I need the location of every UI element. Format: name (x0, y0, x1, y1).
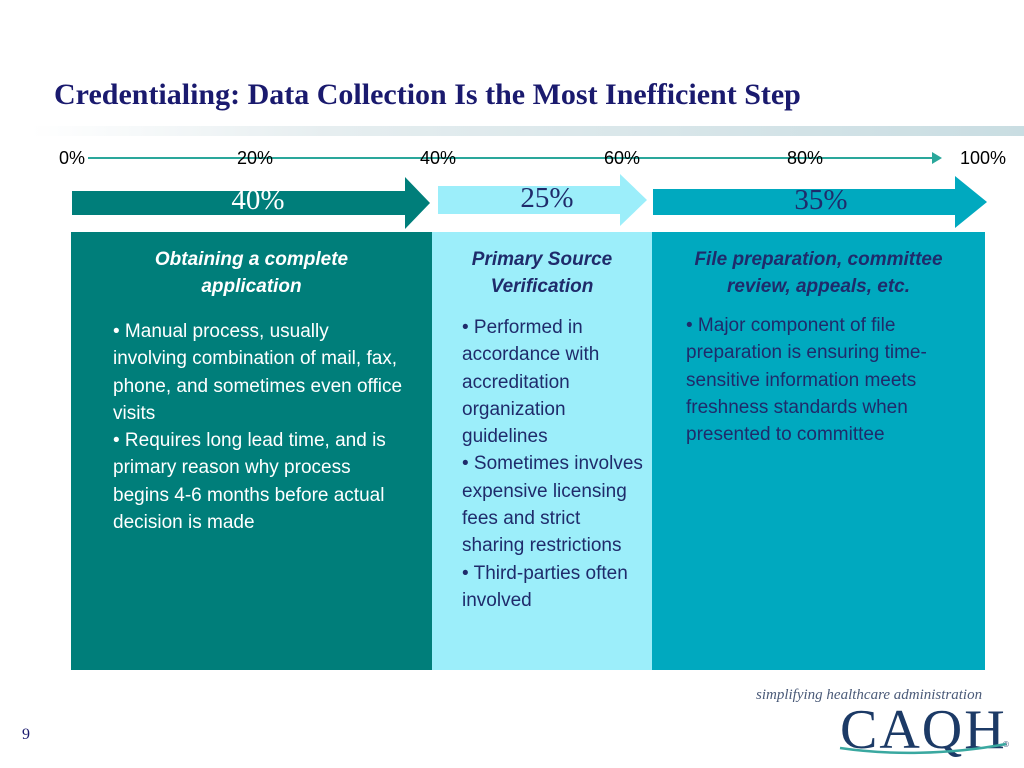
bullet-item: • Sometimes involves expensive licensing… (462, 453, 643, 557)
scale-tick-20: 20% (236, 148, 274, 168)
panel-body: • Manual process, usually involving comb… (113, 318, 403, 536)
panel-heading-line: review, appeals, etc. (726, 276, 911, 297)
page-number: 9 (22, 726, 30, 743)
band-arrow-3 (653, 176, 987, 228)
panel-body: • Performed in accordance with accredita… (462, 314, 647, 614)
logo-swoosh-icon (839, 742, 1007, 755)
scale-arrow-icon (932, 152, 942, 164)
band-label-2: 25% (520, 182, 574, 214)
bullet-item: • Major component of file preparation is… (686, 315, 927, 446)
panel-heading: Obtaining a complete application (71, 246, 432, 300)
scale-tick-100: 100% (959, 148, 1007, 168)
band-arrow-2 (438, 174, 647, 226)
panel-verification: Primary Source Verification • Performed … (432, 232, 652, 670)
panel-heading-line: Obtaining a complete (154, 249, 349, 270)
bullet-item: • Manual process, usually involving comb… (113, 321, 403, 424)
scale-tick-80: 80% (786, 148, 824, 168)
bullet-item: • Third-parties often involved (462, 562, 628, 611)
panel-heading-line: Verification (490, 276, 594, 297)
band-arrows (72, 174, 987, 229)
scale-tick-0: 0% (58, 148, 86, 168)
bullet-item: • Requires long lead time, and is primar… (113, 430, 386, 534)
panel-heading: File preparation, committee review, appe… (652, 246, 985, 300)
panel-heading-line: File preparation, committee (694, 249, 943, 270)
bullet-item: • Performed in accordance with accredita… (462, 317, 600, 448)
title-divider (30, 126, 1024, 136)
panel-heading: Primary Source Verification (432, 246, 652, 300)
panel-file-preparation: File preparation, committee review, appe… (652, 232, 985, 670)
band-label-3: 35% (794, 184, 848, 216)
slide-title: Credentialing: Data Collection Is the Mo… (54, 78, 801, 111)
scale-tick-60: 60% (603, 148, 641, 168)
panel-application: Obtaining a complete application • Manua… (71, 232, 432, 670)
panel-heading-line: Primary Source (471, 249, 613, 270)
scale-line (88, 157, 936, 159)
panel-heading-line: application (201, 276, 302, 297)
panel-body: • Major component of file preparation is… (686, 312, 978, 448)
band-label-1: 40% (231, 184, 285, 216)
logo-tagline: simplifying healthcare administration (756, 687, 983, 703)
band-arrow-1 (72, 177, 430, 229)
scale-tick-40: 40% (419, 148, 457, 168)
